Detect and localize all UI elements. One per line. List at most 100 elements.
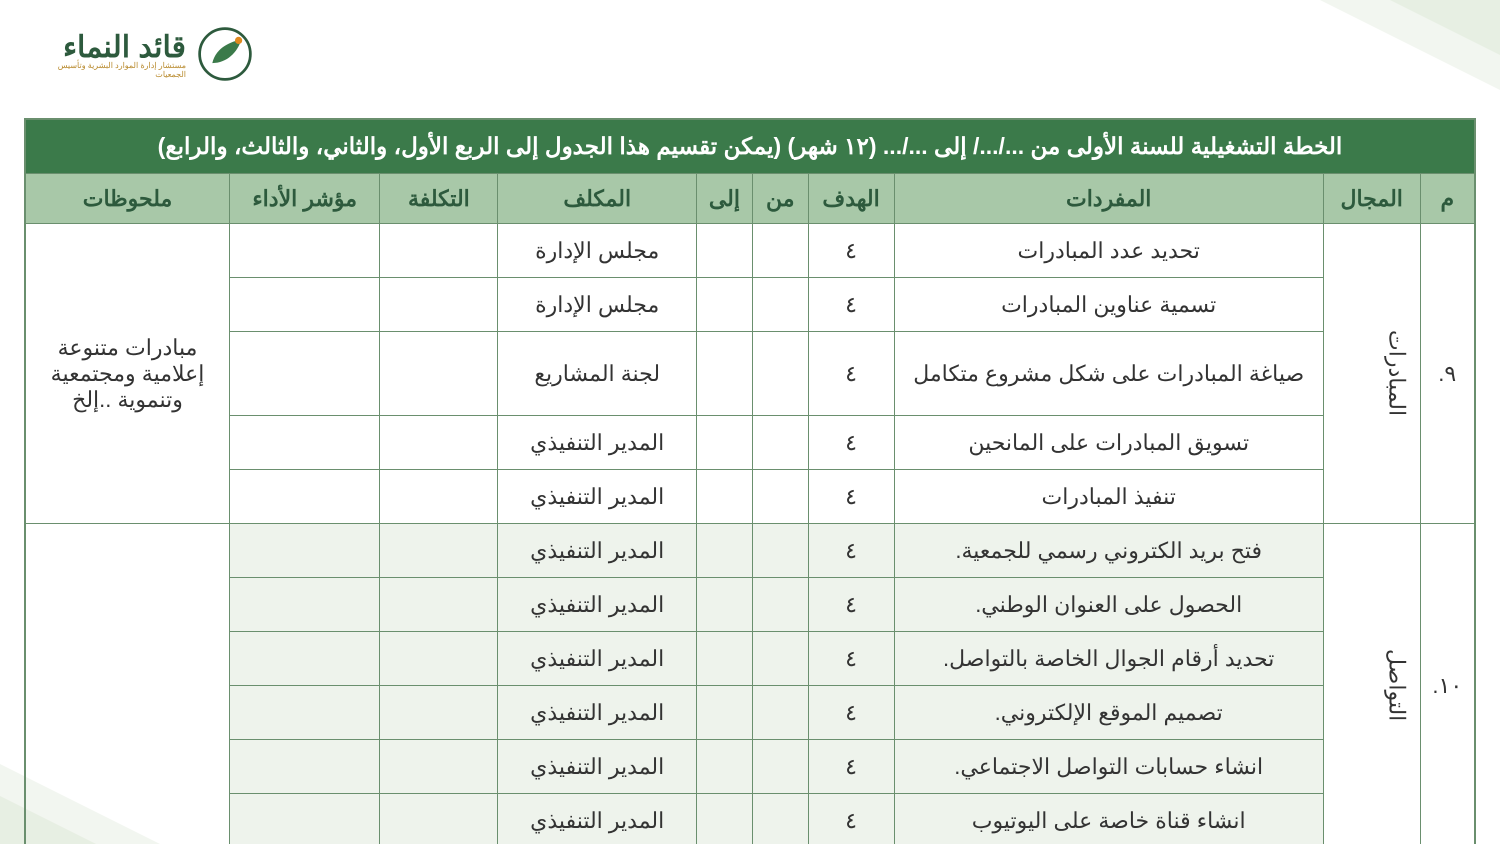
cell-cost <box>380 794 498 844</box>
cell-kpi <box>230 524 380 578</box>
cell-item: تحديد أرقام الجوال الخاصة بالتواصل. <box>894 632 1323 686</box>
cell-responsible: المدير التنفيذي <box>498 794 697 844</box>
cell-goal: ٤ <box>808 740 894 794</box>
table-row: صياغة المبادرات على شكل مشروع متكامل٤ لجن… <box>26 332 1475 416</box>
col-header-domain: المجال <box>1323 174 1420 224</box>
cell-responsible: المدير التنفيذي <box>498 578 697 632</box>
cell-group-notes: مبادرات متنوعة إعلامية ومجتمعية وتنموية … <box>26 224 230 524</box>
cell-from <box>752 686 808 740</box>
cell-responsible: المدير التنفيذي <box>498 686 697 740</box>
col-header-responsible: المكلف <box>498 174 697 224</box>
cell-item: الحصول على العنوان الوطني. <box>894 578 1323 632</box>
cell-kpi <box>230 416 380 470</box>
cell-from <box>752 224 808 278</box>
cell-to <box>697 278 753 332</box>
cell-responsible: لجنة المشاريع <box>498 332 697 416</box>
cell-group-domain: المبادرات <box>1323 224 1420 524</box>
cell-group-num: ٩. <box>1420 224 1474 524</box>
cell-cost <box>380 740 498 794</box>
cell-kpi <box>230 224 380 278</box>
cell-goal: ٤ <box>808 278 894 332</box>
cell-goal: ٤ <box>808 224 894 278</box>
cell-responsible: مجلس الإدارة <box>498 224 697 278</box>
col-header-to: إلى <box>697 174 753 224</box>
cell-responsible: المدير التنفيذي <box>498 416 697 470</box>
cell-from <box>752 740 808 794</box>
cell-kpi <box>230 470 380 524</box>
cell-to <box>697 524 753 578</box>
operational-plan-table: الخطة التشغيلية للسنة الأولى من .../.../… <box>25 119 1475 844</box>
cell-to <box>697 686 753 740</box>
cell-goal: ٤ <box>808 632 894 686</box>
cell-responsible: المدير التنفيذي <box>498 524 697 578</box>
table-row: ١٠.التواصلفتح بريد الكتروني رسمي للجمعية… <box>26 524 1475 578</box>
table-row: تسويق المبادرات على المانحين٤ المدير التن… <box>26 416 1475 470</box>
brand-logo: قائد النماء مستشار إدارة الموارد البشرية… <box>34 18 254 90</box>
cell-responsible: مجلس الإدارة <box>498 278 697 332</box>
cell-from <box>752 470 808 524</box>
cell-goal: ٤ <box>808 578 894 632</box>
cell-kpi <box>230 278 380 332</box>
col-header-from: من <box>752 174 808 224</box>
cell-item: تحديد عدد المبادرات <box>894 224 1323 278</box>
plan-table-container: الخطة التشغيلية للسنة الأولى من .../.../… <box>24 118 1476 844</box>
cell-item: انشاء قناة خاصة على اليوتيوب <box>894 794 1323 844</box>
cell-item: تنفيذ المبادرات <box>894 470 1323 524</box>
cell-item: تسمية عناوين المبادرات <box>894 278 1323 332</box>
col-header-item: المفردات <box>894 174 1323 224</box>
cell-kpi <box>230 578 380 632</box>
cell-from <box>752 278 808 332</box>
col-header-kpi: مؤشر الأداء <box>230 174 380 224</box>
cell-cost <box>380 278 498 332</box>
cell-group-notes <box>26 524 230 844</box>
cell-kpi <box>230 794 380 844</box>
cell-cost <box>380 686 498 740</box>
cell-from <box>752 332 808 416</box>
col-header-goal: الهدف <box>808 174 894 224</box>
table-row: تحديد أرقام الجوال الخاصة بالتواصل.٤ المد… <box>26 632 1475 686</box>
table-row: تسمية عناوين المبادرات٤ مجلس الإدارة <box>26 278 1475 332</box>
cell-item: تصميم الموقع الإلكتروني. <box>894 686 1323 740</box>
cell-from <box>752 416 808 470</box>
cell-from <box>752 794 808 844</box>
cell-item: صياغة المبادرات على شكل مشروع متكامل <box>894 332 1323 416</box>
cell-goal: ٤ <box>808 332 894 416</box>
cell-item: تسويق المبادرات على المانحين <box>894 416 1323 470</box>
col-header-num: م <box>1420 174 1474 224</box>
cell-to <box>697 416 753 470</box>
cell-responsible: المدير التنفيذي <box>498 632 697 686</box>
table-row: انشاء قناة خاصة على اليوتيوب٤ المدير التن… <box>26 794 1475 844</box>
corner-decoration-top-right <box>1320 0 1500 90</box>
logo-subtext: مستشار إدارة الموارد البشرية وتأسيس الجم… <box>34 61 186 79</box>
col-header-cost: التكلفة <box>380 174 498 224</box>
table-row: ٩.المبادراتتحديد عدد المبادرات٤مجلس الإد… <box>26 224 1475 278</box>
logo-text: قائد النماء <box>34 30 186 65</box>
cell-from <box>752 578 808 632</box>
cell-cost <box>380 332 498 416</box>
cell-cost <box>380 632 498 686</box>
cell-kpi <box>230 686 380 740</box>
cell-group-num: ١٠. <box>1420 524 1474 844</box>
cell-to <box>697 794 753 844</box>
table-row: انشاء حسابات التواصل الاجتماعي.٤المدير ا… <box>26 740 1475 794</box>
cell-from <box>752 632 808 686</box>
cell-to <box>697 332 753 416</box>
cell-from <box>752 524 808 578</box>
cell-group-domain: التواصل <box>1323 524 1420 844</box>
table-row: الحصول على العنوان الوطني.٤ المدير التنفي… <box>26 578 1475 632</box>
cell-cost <box>380 470 498 524</box>
table-row: تنفيذ المبادرات٤المدير التنفيذي <box>26 470 1475 524</box>
cell-cost <box>380 578 498 632</box>
cell-kpi <box>230 740 380 794</box>
cell-cost <box>380 524 498 578</box>
cell-item: فتح بريد الكتروني رسمي للجمعية. <box>894 524 1323 578</box>
cell-goal: ٤ <box>808 470 894 524</box>
cell-to <box>697 578 753 632</box>
cell-kpi <box>230 332 380 416</box>
cell-to <box>697 632 753 686</box>
cell-goal: ٤ <box>808 794 894 844</box>
cell-cost <box>380 224 498 278</box>
leaf-icon <box>196 25 254 83</box>
cell-item: انشاء حسابات التواصل الاجتماعي. <box>894 740 1323 794</box>
cell-goal: ٤ <box>808 416 894 470</box>
